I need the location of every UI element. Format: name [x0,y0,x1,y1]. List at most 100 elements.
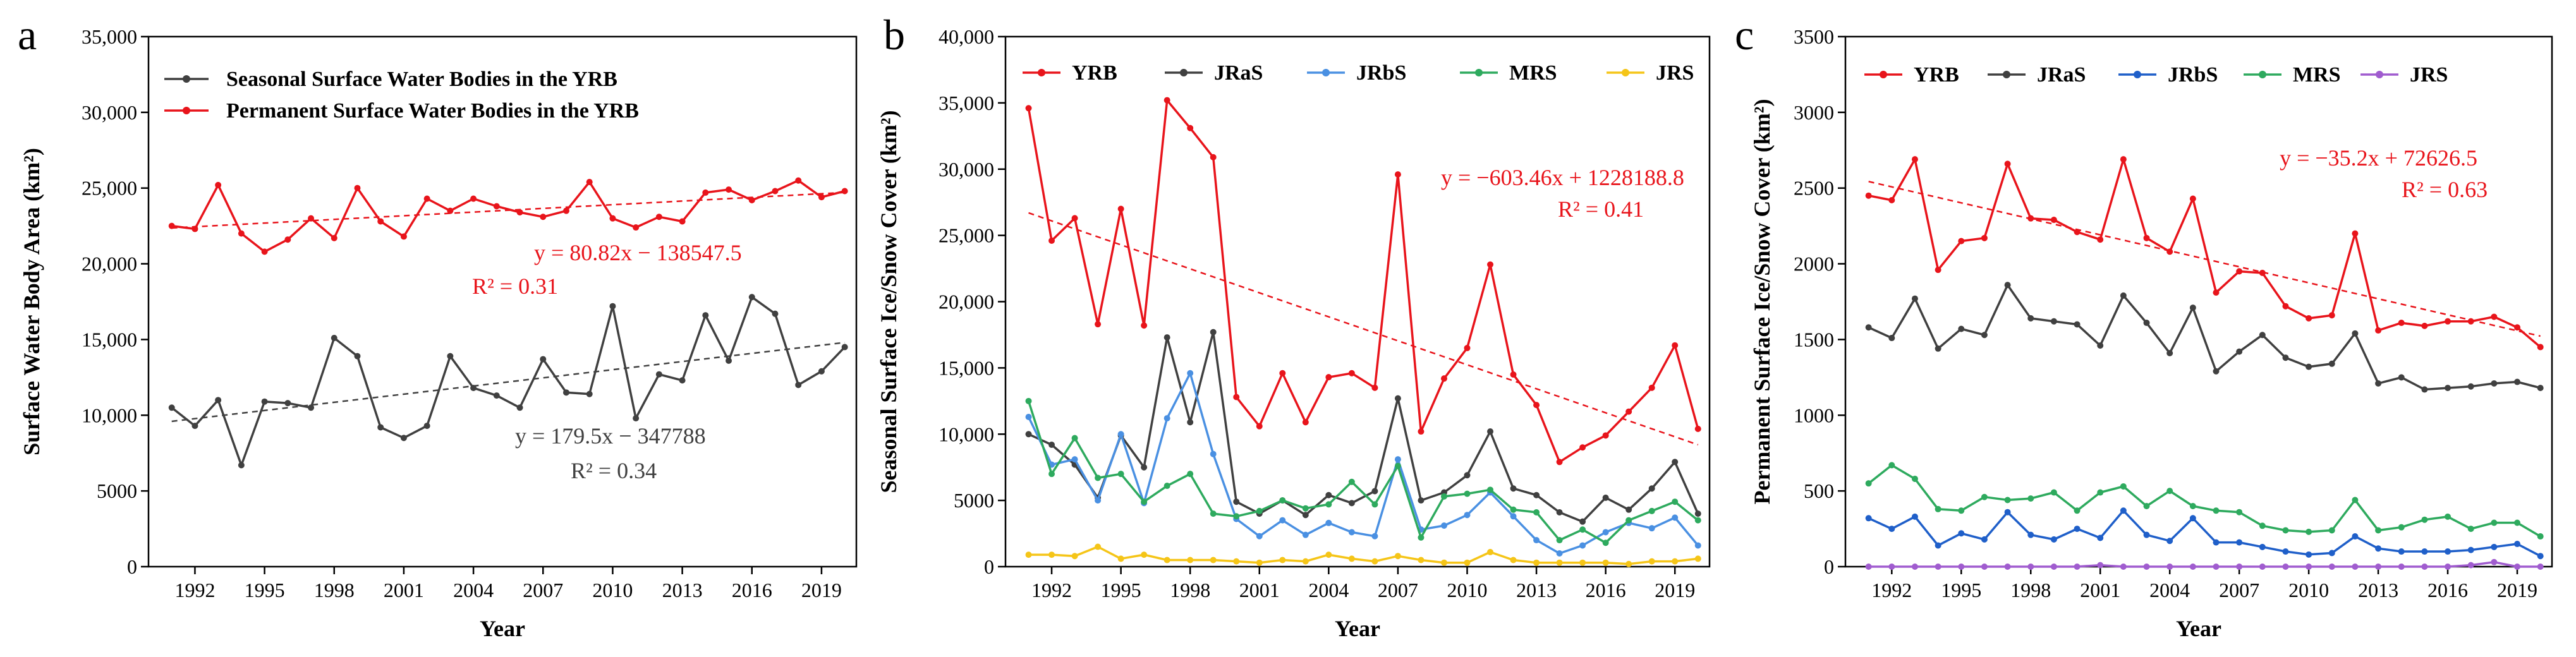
series-line-mrs [1027,401,1699,544]
data-point [377,424,384,431]
data-point [1371,384,1378,391]
data-point [2467,526,2474,533]
data-point [2213,507,2220,514]
x-tick-label: 2001 [1239,579,1280,601]
data-point [2143,503,2150,510]
y-tick-label: 10,000 [939,423,994,445]
data-point [1648,558,1655,565]
data-point [2004,497,2011,503]
data-point [2120,483,2127,490]
data-point [633,415,640,422]
x-tick-label: 2019 [801,579,842,601]
data-point [1935,267,1941,274]
data-point [1325,519,1332,526]
data-point [2445,548,2451,555]
data-point [168,404,175,411]
x-tick-label: 2004 [1308,579,1349,601]
data-point [2445,564,2451,570]
data-point [1233,558,1240,565]
data-point [1141,552,1148,558]
data-point [1163,557,1170,564]
x-tick-label: 2016 [2427,579,2468,601]
x-tick-label: 2019 [2497,579,2537,601]
y-tick-label: 5000 [97,479,137,502]
series-line-jrs [1868,561,2541,568]
data-point [2189,195,2196,202]
data-point [1025,552,1032,558]
data-point [1440,522,1447,529]
data-point [1888,335,1895,342]
x-tick-label: 2007 [1378,579,1418,601]
data-point [1648,485,1655,492]
data-point [1694,542,1701,549]
data-point [1579,444,1586,451]
legend-label: JRbS [1356,61,1406,85]
legend-marker [2376,71,2383,78]
data-point [1095,474,1102,481]
data-point [2306,315,2312,322]
data-point [1672,459,1679,466]
y-tick-label: 25,000 [82,177,137,200]
data-point [2282,527,2289,534]
data-point [2491,558,2498,565]
data-point [2398,374,2405,381]
data-point [818,368,825,375]
data-point [1141,464,1148,471]
x-axis-title: Year [480,616,525,641]
data-point [1071,456,1078,463]
data-point [1371,501,1378,508]
data-point [493,392,500,399]
panel-letter-b: b [884,11,905,59]
data-point [2421,386,2428,393]
data-point [2259,564,2266,570]
data-point [238,462,245,469]
data-point [1256,423,1263,430]
data-point [2166,248,2173,255]
data-point [1325,501,1332,508]
data-point [2514,519,2521,526]
data-point [1348,370,1355,377]
data-point [1981,564,1988,570]
data-point [1533,402,1540,409]
data-point [1348,555,1355,562]
y-tick-label: 10,000 [82,404,137,426]
x-axis-title: Year [1335,616,1380,641]
data-point [2236,509,2243,515]
data-point [2491,380,2498,387]
data-point [1556,550,1563,557]
data-point [2328,527,2335,534]
legend-marker [2134,71,2141,78]
data-point [1602,494,1609,501]
data-point [2352,533,2359,540]
y-tick-label: 30,000 [82,101,137,124]
data-point [679,377,686,384]
data-point [2467,546,2474,553]
data-point [261,398,268,405]
data-point [1981,234,1988,241]
data-point [748,294,755,301]
data-point [1556,509,1563,516]
data-point [609,303,616,310]
data-point [540,356,547,363]
trend-line [171,341,845,423]
legend-label: JRaS [1214,61,1263,85]
data-point [2514,378,2521,385]
data-point [1371,488,1378,495]
x-tick-label: 2010 [2288,579,2329,601]
data-point [702,312,709,319]
y-tick-label: 40,000 [939,25,994,48]
y-tick-label: 3500 [1794,25,1834,48]
data-point [1958,564,1965,570]
data-point [1935,542,1941,549]
data-point [795,177,802,184]
data-point [1071,215,1078,222]
data-point [586,179,593,186]
data-point [1048,238,1055,244]
series-line-yrb [1868,158,2541,348]
legend-marker [1038,69,1045,76]
data-point [1210,328,1217,335]
data-point [2491,519,2498,526]
data-point [2143,531,2150,538]
data-point [1163,97,1170,104]
legend-marker [1322,69,1330,76]
